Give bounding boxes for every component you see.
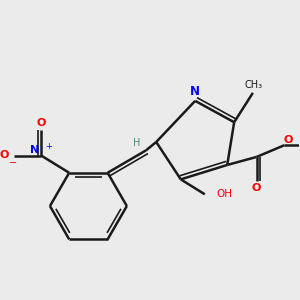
- Text: CH₃: CH₃: [244, 80, 262, 90]
- Text: +: +: [46, 142, 52, 151]
- Text: H: H: [133, 138, 140, 148]
- Text: O: O: [284, 135, 293, 145]
- Text: O: O: [0, 150, 9, 160]
- Text: OH: OH: [217, 189, 232, 199]
- Text: O: O: [37, 118, 46, 128]
- Text: O: O: [252, 183, 261, 194]
- Text: −: −: [8, 158, 16, 168]
- Text: N: N: [30, 145, 40, 155]
- Text: N: N: [190, 85, 200, 98]
